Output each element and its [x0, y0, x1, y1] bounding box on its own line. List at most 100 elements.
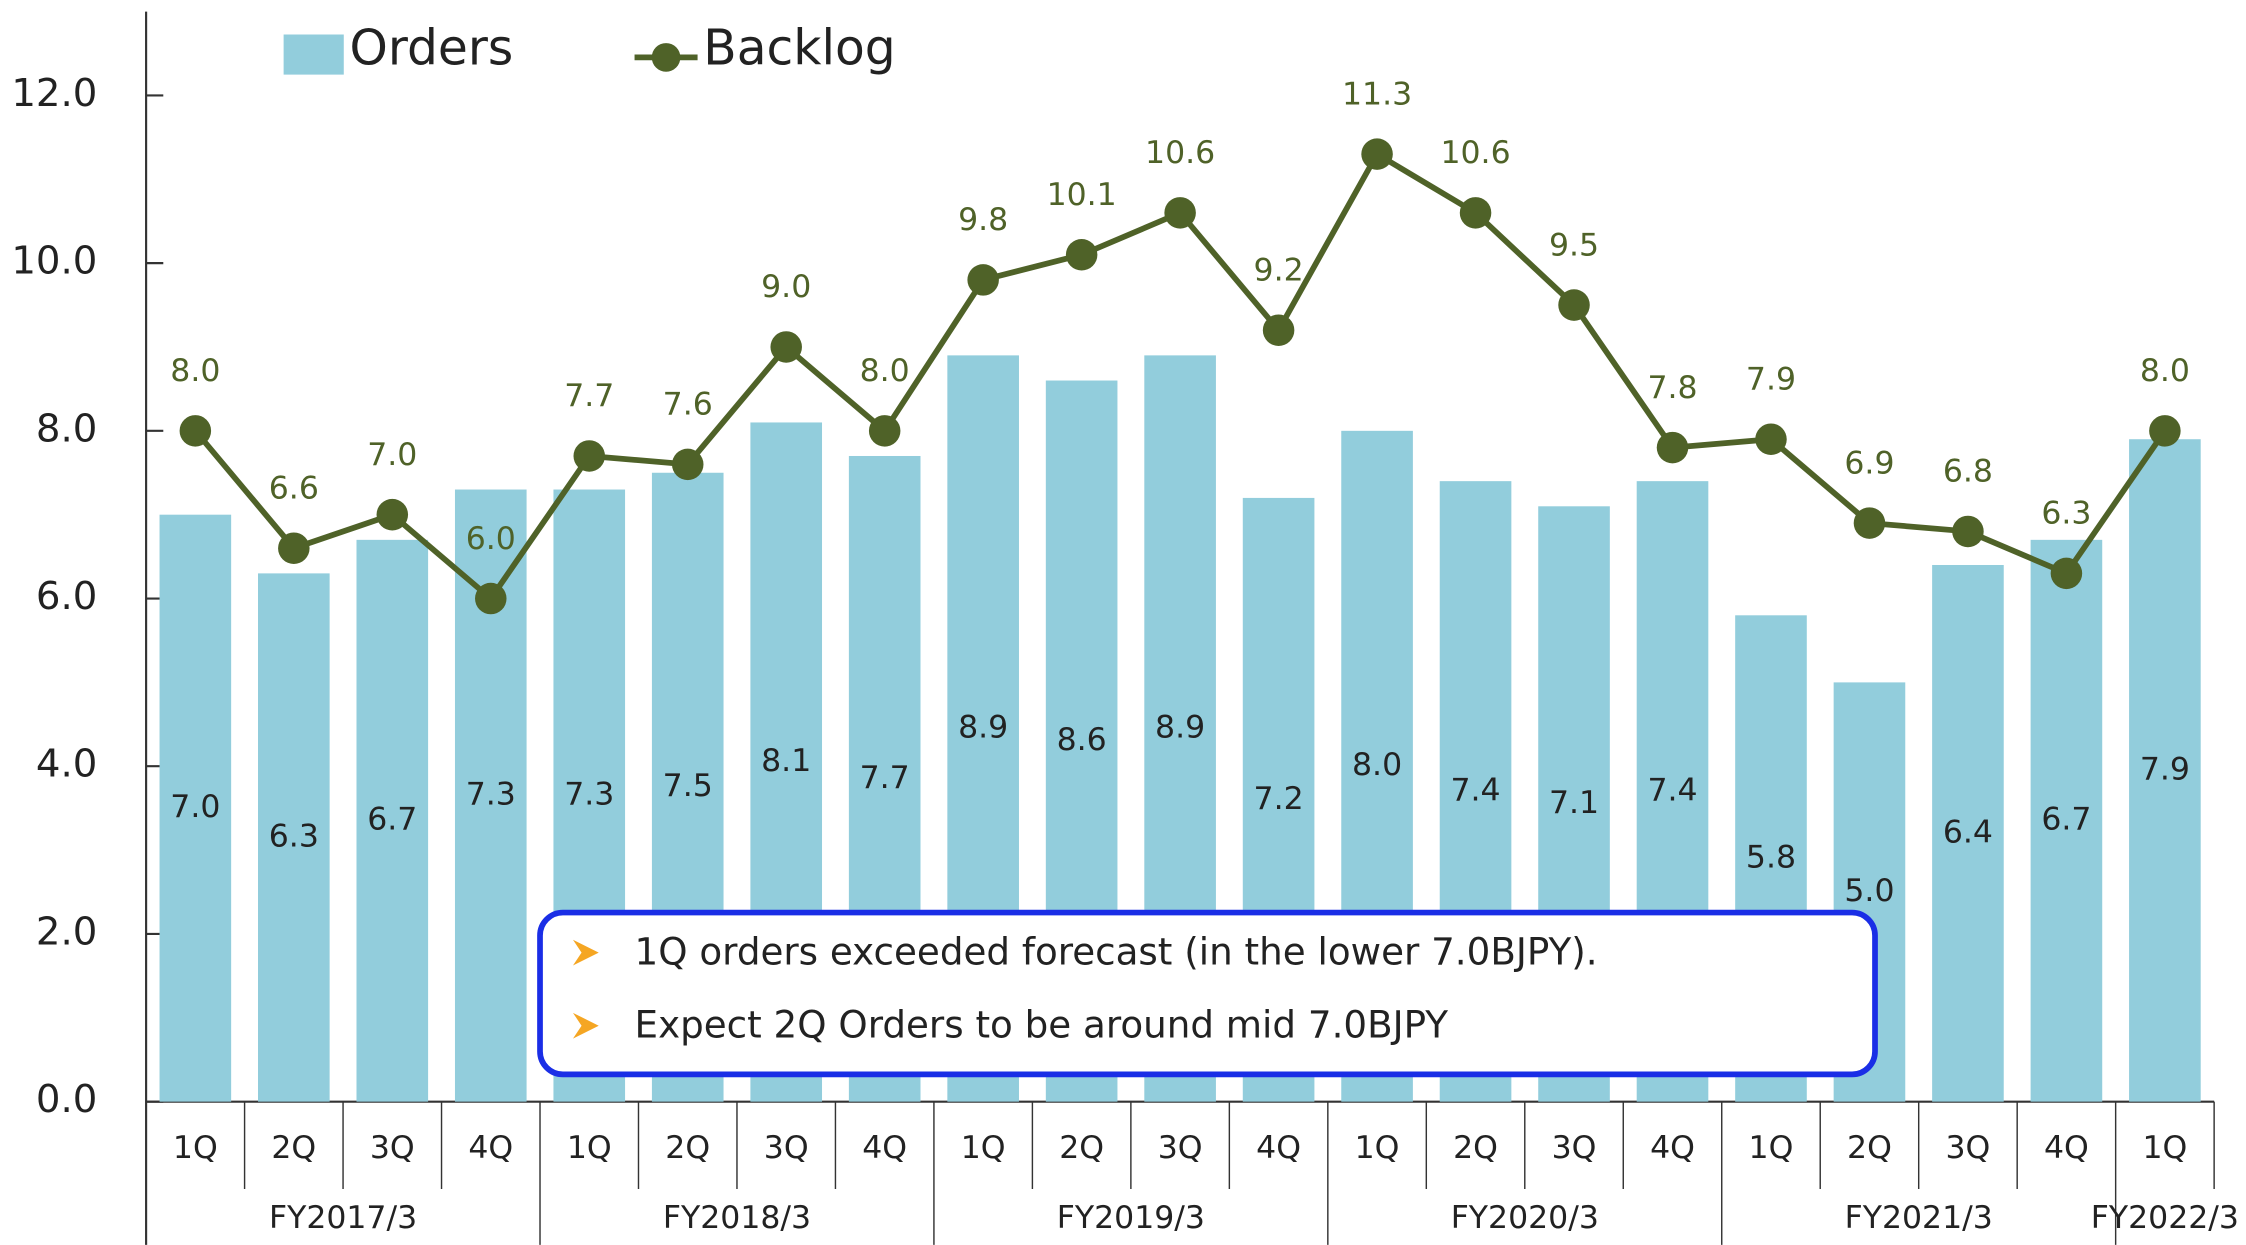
x-tick-label: 2Q — [1847, 1130, 1892, 1166]
bar-value-label: 7.2 — [1254, 781, 1304, 817]
x-tick-label: 4Q — [1256, 1130, 1301, 1166]
line-value-label: 7.8 — [1647, 370, 1697, 406]
legend-swatch — [283, 34, 344, 75]
group-label: FY2021/3 — [1845, 1200, 1993, 1236]
x-tick-label: 3Q — [1552, 1130, 1597, 1166]
bar-value-label: 8.1 — [761, 743, 811, 779]
group-label: FY2017/3 — [269, 1200, 417, 1236]
line-value-label: 7.7 — [564, 378, 614, 414]
marker — [770, 331, 802, 363]
bar-value-label: 7.7 — [860, 760, 910, 796]
line-value-label: 7.6 — [663, 387, 713, 423]
x-tick-label: 3Q — [764, 1130, 809, 1166]
marker — [868, 415, 901, 447]
line-value-label: 7.9 — [1746, 361, 1796, 397]
marker — [1262, 314, 1295, 346]
bar-value-label: 5.0 — [1844, 873, 1894, 909]
bar — [2030, 539, 2103, 1102]
line-value-label: 6.0 — [466, 521, 516, 557]
bar-value-label: 7.5 — [663, 768, 713, 804]
line-value-label: 11.3 — [1342, 76, 1412, 112]
x-tick-label: 2Q — [1453, 1130, 1498, 1166]
line-value-label: 6.6 — [269, 470, 319, 506]
y-tick-label: 12.0 — [11, 71, 97, 116]
marker — [1755, 423, 1787, 455]
y-tick-label: 0.0 — [36, 1077, 97, 1122]
line-value-label: 9.0 — [761, 269, 811, 305]
group-label: FY2019/3 — [1057, 1200, 1205, 1236]
bar-value-label: 7.3 — [466, 777, 516, 813]
bar-value-label: 5.8 — [1746, 839, 1796, 875]
bar-value-label: 6.7 — [367, 802, 417, 838]
y-tick-label: 8.0 — [36, 406, 97, 451]
line-value-label: 10.6 — [1440, 135, 1510, 171]
line-value-label: 8.0 — [2140, 353, 2190, 389]
legend-marker — [651, 43, 681, 72]
line-value-label: 7.0 — [367, 437, 417, 473]
marker — [1558, 289, 1590, 321]
bar — [356, 539, 429, 1102]
marker — [1361, 138, 1393, 170]
legend-label: Orders — [350, 21, 514, 77]
group-label: FY2018/3 — [663, 1200, 811, 1236]
x-tick-label: 4Q — [468, 1130, 513, 1166]
bar-value-label: 6.7 — [2041, 802, 2091, 838]
y-tick-label: 2.0 — [36, 909, 97, 954]
line-value-label: 10.1 — [1047, 177, 1117, 213]
line-value-label: 8.0 — [860, 353, 910, 389]
bar-value-label: 8.9 — [958, 710, 1008, 746]
marker — [376, 498, 409, 531]
line-value-label: 10.6 — [1145, 135, 1215, 171]
x-tick-label: 1Q — [567, 1130, 612, 1166]
marker — [1459, 197, 1492, 229]
bullet — [572, 1012, 599, 1039]
x-tick-label: 2Q — [665, 1130, 710, 1166]
y-tick-label: 6.0 — [36, 574, 97, 619]
marker — [1853, 507, 1886, 539]
bar — [2129, 439, 2201, 1102]
annotation-box — [537, 909, 1878, 1078]
annotation: Expect 2Q Orders to be around mid 7.0BJP… — [635, 1003, 1449, 1047]
marker — [278, 532, 310, 564]
x-tick-label: 1Q — [961, 1130, 1006, 1166]
bar-value-label: 7.4 — [1450, 772, 1500, 808]
x-tick-label: 3Q — [1158, 1130, 1203, 1166]
bar-value-label: 7.4 — [1647, 772, 1697, 808]
marker — [1164, 197, 1196, 229]
marker — [573, 440, 606, 472]
legend-label: Backlog — [703, 21, 895, 77]
marker — [475, 582, 507, 615]
x-tick-label: 2Q — [1059, 1130, 1104, 1166]
line-value-label: 8.0 — [170, 353, 220, 389]
marker — [671, 448, 704, 481]
group-label: FY2022/3 — [2091, 1200, 2239, 1236]
x-tick-label: 4Q — [2044, 1130, 2089, 1166]
bullet — [572, 939, 599, 966]
line-value-label: 9.8 — [958, 202, 1008, 238]
x-tick-label: 3Q — [1946, 1130, 1991, 1166]
marker — [967, 264, 999, 296]
bar-value-label: 8.9 — [1155, 710, 1205, 746]
bar-value-label: 6.3 — [269, 819, 319, 855]
marker — [2149, 415, 2181, 447]
group-label: FY2020/3 — [1451, 1200, 1599, 1236]
marker — [1065, 238, 1098, 271]
marker — [1656, 431, 1689, 464]
bar-value-label: 7.9 — [2140, 751, 2190, 787]
bar-value-label: 7.1 — [1549, 785, 1599, 821]
x-tick-label: 1Q — [2142, 1130, 2187, 1166]
bar-value-label: 7.3 — [564, 777, 614, 813]
bar-value-label: 8.0 — [1352, 747, 1402, 783]
annotation: 1Q orders exceeded forecast (in the lowe… — [635, 930, 1598, 974]
x-tick-label: 1Q — [173, 1130, 218, 1166]
line-value-label: 6.8 — [1943, 454, 1993, 490]
marker — [2050, 557, 2083, 590]
line-value-label: 6.9 — [1844, 445, 1894, 481]
bar-value-label: 8.6 — [1057, 722, 1107, 758]
bar — [159, 514, 232, 1102]
x-tick-label: 3Q — [370, 1130, 415, 1166]
line-value-label: 9.5 — [1549, 227, 1599, 263]
overlay: 1Q orders exceeded forecast (in the lowe… — [537, 909, 1878, 1078]
x-tick-label: 1Q — [1355, 1130, 1400, 1166]
